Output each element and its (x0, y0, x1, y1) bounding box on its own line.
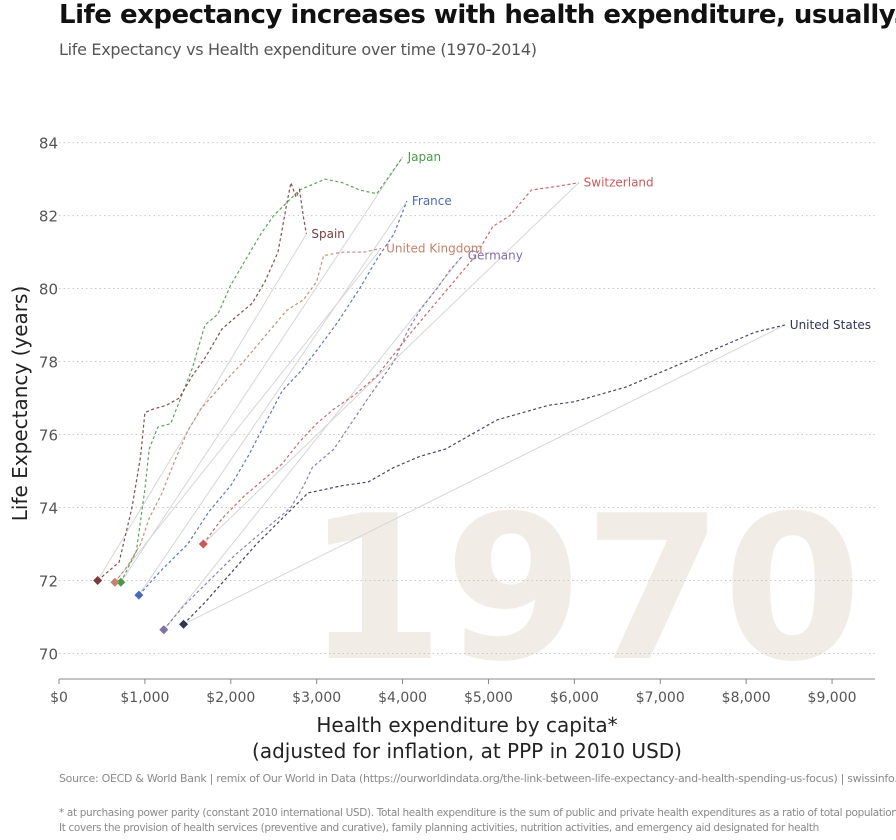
start-marker-united-states (179, 619, 189, 629)
y-tick-label: 80 (39, 281, 58, 299)
x-tick-label: $0 (50, 690, 68, 706)
series-line-united-kingdom (114, 247, 382, 583)
footnote-line-2: It covers the provision of health servic… (59, 822, 819, 834)
series-line-united-states (183, 324, 785, 625)
start-marker-united-kingdom (110, 577, 120, 587)
source-note: Source: OECD & World Bank | remix of Our… (59, 772, 896, 785)
chart-title: Life expectancy increases with health ex… (59, 0, 896, 30)
x-tick-label: $1,000 (120, 690, 169, 706)
y-tick-label: 70 (39, 645, 58, 663)
trend-line-germany (163, 255, 464, 631)
trend-line-japan (120, 156, 403, 583)
trend-line-united-states (183, 324, 786, 625)
series-label-germany: Germany (468, 249, 523, 263)
series-line-germany (163, 255, 464, 631)
x-tick-label: $6,000 (550, 690, 599, 706)
start-marker-spain (93, 575, 103, 585)
year-watermark: 1970 (305, 473, 862, 706)
chart-svg: 1970 70 72 74 76 78 80 82 84 $0 $1,000 $2,000 $3,00… (8, 135, 875, 763)
start-marker-france (134, 590, 144, 600)
x-tick-label: $2,000 (206, 690, 255, 706)
series-label-united-states: United States (790, 318, 871, 332)
series-line-france (138, 200, 408, 596)
series-label-france: France (412, 194, 452, 208)
y-tick-label: 76 (39, 427, 58, 445)
trend-line-switzerland (202, 182, 580, 545)
x-tick-label: $8,000 (722, 690, 771, 706)
footnote-line-1: * at purchasing power parity (constant 2… (59, 807, 896, 819)
series-label-japan: Japan (407, 150, 441, 164)
y-tick-label: 84 (39, 135, 58, 153)
series-line-spain (97, 180, 307, 581)
x-tick-label: $5,000 (464, 690, 513, 706)
x-tick-label: $7,000 (636, 690, 685, 706)
chart-subtitle: Life Expectancy vs Health expenditure ov… (59, 40, 537, 59)
series-label-united-kingdom: United Kingdom (386, 241, 482, 255)
start-marker-japan (116, 577, 126, 587)
series-label-spain: Spain (311, 227, 345, 241)
x-axis-title: Health expenditure by capita* (316, 713, 617, 737)
y-tick-label: 74 (39, 499, 58, 517)
start-marker-germany (159, 625, 169, 635)
x-tick-label: $4,000 (378, 690, 427, 706)
y-tick-label: 82 (39, 208, 58, 226)
x-tick-label: $9,000 (808, 690, 857, 706)
x-axis-subtitle: (adjusted for inflation, at PPP in 2010 … (252, 739, 682, 763)
series-label-switzerland: Switzerland (584, 176, 654, 190)
y-axis-title: Life Expectancy (years) (8, 286, 32, 521)
y-tick-label: 72 (39, 572, 58, 590)
y-tick-label: 78 (39, 354, 58, 372)
start-marker-switzerland (198, 539, 208, 549)
trend-line-spain (97, 233, 307, 581)
x-tick-label: $3,000 (292, 690, 341, 706)
trend-line-france (138, 200, 408, 596)
series-line-switzerland (202, 182, 579, 545)
